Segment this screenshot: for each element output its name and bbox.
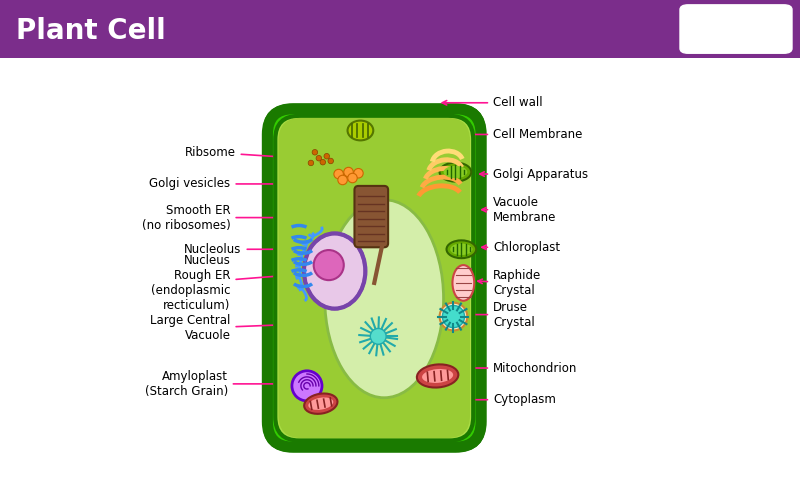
Ellipse shape: [446, 241, 476, 258]
Ellipse shape: [347, 121, 374, 140]
Text: BYJU'S: BYJU'S: [714, 26, 750, 35]
Text: Nucleus
Rough ER
(endoplasmic
recticulum): Nucleus Rough ER (endoplasmic recticulum…: [151, 254, 312, 312]
Text: Plant Cell: Plant Cell: [16, 17, 166, 45]
Text: Golgi Apparatus: Golgi Apparatus: [480, 167, 588, 181]
Ellipse shape: [304, 233, 366, 309]
Circle shape: [314, 250, 344, 280]
Circle shape: [344, 167, 354, 177]
Ellipse shape: [325, 200, 443, 398]
Circle shape: [334, 169, 343, 179]
Text: Large Central
Vacuole: Large Central Vacuole: [150, 315, 336, 343]
Text: Vacuole
Membrane: Vacuole Membrane: [482, 196, 557, 224]
Text: The Learning App: The Learning App: [708, 40, 756, 45]
Ellipse shape: [422, 369, 453, 383]
Text: Cell Membrane: Cell Membrane: [454, 128, 582, 141]
Ellipse shape: [443, 166, 467, 178]
Text: Ribsome: Ribsome: [185, 146, 296, 160]
FancyBboxPatch shape: [275, 116, 474, 440]
Text: Mitochondrion: Mitochondrion: [466, 362, 578, 375]
Text: Cytoplasm: Cytoplasm: [446, 393, 556, 406]
Text: Druse
Crystal: Druse Crystal: [468, 301, 534, 329]
FancyBboxPatch shape: [267, 109, 481, 447]
Circle shape: [348, 173, 358, 183]
Ellipse shape: [450, 243, 473, 255]
Circle shape: [354, 168, 363, 178]
Circle shape: [370, 329, 386, 344]
Ellipse shape: [417, 364, 458, 388]
Circle shape: [328, 158, 334, 164]
Text: Chloroplast: Chloroplast: [482, 241, 560, 254]
Text: Golgi vesicles: Golgi vesicles: [150, 178, 310, 190]
Circle shape: [320, 159, 326, 165]
Circle shape: [316, 155, 322, 161]
Ellipse shape: [304, 393, 338, 414]
Circle shape: [312, 150, 318, 155]
Circle shape: [292, 371, 322, 401]
Text: Nucleolus: Nucleolus: [184, 243, 308, 256]
Circle shape: [308, 160, 314, 166]
FancyBboxPatch shape: [279, 119, 470, 438]
Text: Smooth ER
(no ribosomes): Smooth ER (no ribosomes): [142, 204, 298, 231]
Text: Cell wall: Cell wall: [442, 96, 542, 109]
Text: Raphide
Crystal: Raphide Crystal: [478, 269, 542, 297]
Circle shape: [439, 302, 467, 331]
Text: Amyloplast
(Starch Grain): Amyloplast (Starch Grain): [145, 370, 308, 398]
Ellipse shape: [453, 265, 474, 301]
FancyBboxPatch shape: [354, 186, 388, 247]
Circle shape: [338, 175, 347, 185]
Circle shape: [324, 153, 330, 159]
Ellipse shape: [439, 163, 471, 182]
FancyBboxPatch shape: [263, 105, 485, 451]
Circle shape: [442, 305, 465, 328]
Ellipse shape: [308, 397, 334, 410]
